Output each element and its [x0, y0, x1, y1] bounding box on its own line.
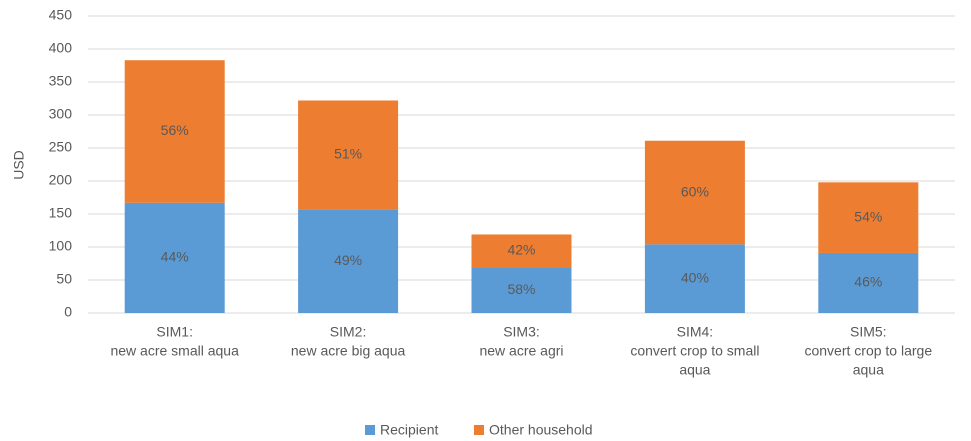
x-tick-label: convert crop to small [630, 343, 759, 359]
bar-segment [124, 202, 225, 313]
x-tick-label: SIM3: [503, 324, 540, 340]
y-tick-label: 350 [49, 73, 73, 89]
legend-label: Other household [489, 422, 593, 438]
y-tick-label: 150 [49, 205, 73, 221]
bar-segment [124, 60, 225, 203]
data-label: 40% [681, 269, 709, 285]
legend-swatch [365, 425, 375, 435]
bar-segment [644, 140, 745, 245]
legend-label: Recipient [380, 422, 438, 438]
x-tick-label: SIM5: [850, 324, 887, 340]
y-tick-label: 400 [49, 40, 73, 56]
x-tick-label: SIM4: [677, 324, 714, 340]
bar-segment [471, 267, 572, 313]
x-tick-label: convert crop to large [804, 343, 932, 359]
data-label: 54% [854, 208, 882, 224]
data-label: 58% [507, 281, 535, 297]
data-label: 49% [334, 252, 362, 268]
data-label: 51% [334, 146, 362, 162]
x-tick-label: SIM1: [156, 324, 193, 340]
x-tick-label: aqua [679, 362, 710, 378]
bar-segment [644, 244, 745, 313]
bar-segment [818, 252, 919, 313]
y-tick-label: 200 [49, 172, 73, 188]
data-label: 60% [681, 183, 709, 199]
x-tick-label: new acre agri [479, 343, 563, 359]
y-axis-label: USD [11, 150, 27, 180]
y-tick-label: 100 [49, 238, 73, 254]
bar-segment [471, 234, 572, 268]
bar-segment [818, 182, 919, 253]
x-tick-label: aqua [853, 362, 884, 378]
data-label: 42% [507, 242, 535, 258]
x-tick-label: new acre big aqua [291, 343, 406, 359]
bar-segment [298, 209, 399, 313]
bar-segment [298, 100, 399, 210]
legend-swatch [474, 425, 484, 435]
data-label: 56% [161, 122, 189, 138]
y-tick-label: 300 [49, 106, 73, 122]
x-tick-label: SIM2: [330, 324, 367, 340]
x-tick-label: new acre small aqua [110, 343, 239, 359]
y-tick-label: 250 [49, 139, 73, 155]
data-label: 46% [854, 274, 882, 290]
y-tick-label: 450 [49, 7, 73, 23]
data-label: 44% [161, 249, 189, 265]
y-tick-label: 50 [56, 271, 72, 287]
y-tick-label: 0 [64, 304, 72, 320]
